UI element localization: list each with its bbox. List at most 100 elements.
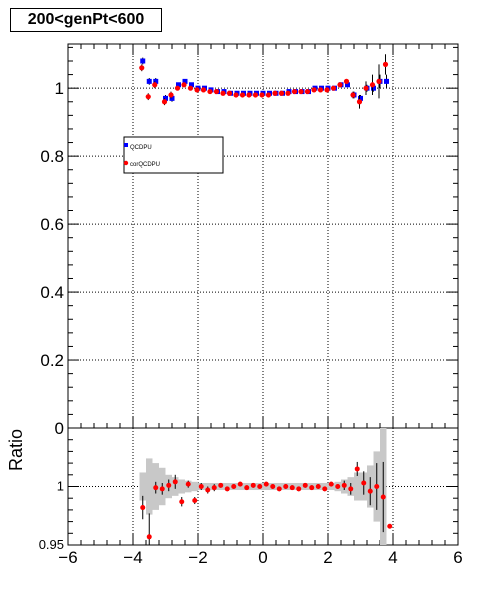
ratio-point: [322, 486, 328, 492]
point-corQCDPU: [259, 92, 265, 98]
ratio-point: [335, 484, 341, 489]
band-bin: [139, 472, 146, 501]
point-corQCDPU: [376, 78, 382, 84]
ratio-point: [283, 484, 289, 489]
y-tick-label-ratio: 0.95: [39, 537, 64, 552]
y-tick-label-upper: 0: [55, 419, 64, 438]
legend-label-qcdpu: QCDPU: [130, 145, 152, 151]
legend-marker-corqcdpu: [123, 160, 129, 166]
point-corQCDPU: [207, 88, 213, 95]
band-bin: [354, 472, 361, 501]
legend-marker-qcdpu: [124, 143, 128, 147]
ratio-point: [348, 486, 354, 492]
point-QCDPU: [153, 78, 159, 84]
x-tick-label: 4: [388, 548, 397, 567]
ratio-point: [328, 481, 334, 487]
band-bin: [178, 479, 185, 494]
point-corQCDPU: [200, 87, 207, 93]
x-tick-label: −6: [58, 548, 77, 567]
ratio-point: [302, 482, 308, 488]
ratio-point: [140, 505, 146, 511]
y-tick-label-upper: 0.4: [40, 283, 64, 302]
x-tick-label: 2: [323, 548, 332, 567]
point-corQCDPU: [181, 82, 187, 88]
point-corQCDPU: [139, 65, 145, 71]
ratio-point: [166, 482, 172, 488]
ratio-point: [270, 484, 276, 489]
point-QCDPU: [140, 58, 146, 64]
ratio-point: [231, 484, 237, 489]
point-QCDPU: [384, 78, 389, 84]
point-corQCDPU: [330, 85, 337, 91]
ratio-axis-label: Ratio: [6, 429, 26, 471]
point-corQCDPU: [311, 87, 317, 93]
ratio-point: [198, 484, 204, 489]
ratio-point: [179, 499, 185, 505]
legend-label-corqcdpu: corQCDPU: [130, 162, 160, 168]
point-corQCDPU: [363, 85, 369, 91]
ratio-point: [205, 487, 211, 493]
y-tick-label-upper: 0.6: [40, 215, 64, 234]
point-corQCDPU: [343, 78, 350, 84]
ratio-point: [224, 486, 230, 492]
point-corQCDPU: [317, 87, 324, 93]
legend-box: [123, 136, 224, 174]
ratio-point: [380, 494, 386, 500]
point-QCDPU: [146, 78, 152, 84]
band-bin: [146, 458, 153, 515]
point-corQCDPU: [252, 92, 259, 98]
point-corQCDPU: [272, 90, 278, 96]
ratio-point: [315, 484, 321, 489]
point-QCDPU: [189, 82, 194, 88]
point-corQCDPU: [194, 87, 200, 93]
ratio-point: [211, 485, 217, 491]
point-corQCDPU: [369, 82, 376, 88]
point-QCDPU: [345, 82, 350, 88]
point-corQCDPU: [291, 88, 298, 95]
y-tick-label-upper: 0.8: [40, 147, 64, 166]
ratio-point: [159, 486, 165, 492]
point-corQCDPU: [174, 85, 181, 91]
ratio-point: [192, 498, 198, 504]
x-tick-label: 6: [453, 548, 462, 567]
band-bin: [191, 481, 198, 492]
ratio-point: [257, 484, 263, 489]
ratio-point: [244, 485, 250, 491]
ratio-point: [309, 485, 315, 491]
ratio-point: [146, 534, 152, 540]
y-tick-label-upper: 0.2: [40, 351, 64, 370]
ratio-point: [361, 480, 367, 486]
data-marks: [139, 54, 393, 545]
chart-title: 200<genPt<600: [10, 8, 162, 32]
point-corQCDPU: [382, 61, 389, 67]
point-corQCDPU: [152, 82, 158, 88]
point-corQCDPU: [278, 90, 285, 96]
ratio-point: [387, 523, 393, 529]
point-corQCDPU: [233, 92, 239, 98]
point-corQCDPU: [226, 90, 233, 96]
point-QCDPU: [358, 95, 363, 101]
point-corQCDPU: [265, 92, 272, 98]
ratio-point: [354, 466, 360, 472]
ratio-point: [374, 484, 380, 489]
upper-grid: [68, 44, 458, 428]
point-corQCDPU: [168, 92, 174, 98]
ratio-point: [289, 485, 295, 491]
point-corQCDPU: [220, 90, 226, 96]
ratio-point: [237, 481, 243, 487]
point-corQCDPU: [304, 88, 311, 95]
ratio-point: [276, 486, 282, 492]
ratio-point: [153, 485, 159, 491]
point-QCDPU: [163, 95, 168, 101]
point-QCDPU: [371, 85, 376, 91]
point-corQCDPU: [239, 92, 246, 98]
point-corQCDPU: [187, 85, 194, 91]
ratio-point: [218, 482, 224, 488]
point-corQCDPU: [337, 82, 343, 88]
point-corQCDPU: [356, 99, 363, 105]
point-QCDPU: [169, 95, 175, 101]
x-tick-label: 0: [258, 548, 267, 567]
point-corQCDPU: [350, 92, 356, 98]
point-corQCDPU: [145, 94, 151, 100]
